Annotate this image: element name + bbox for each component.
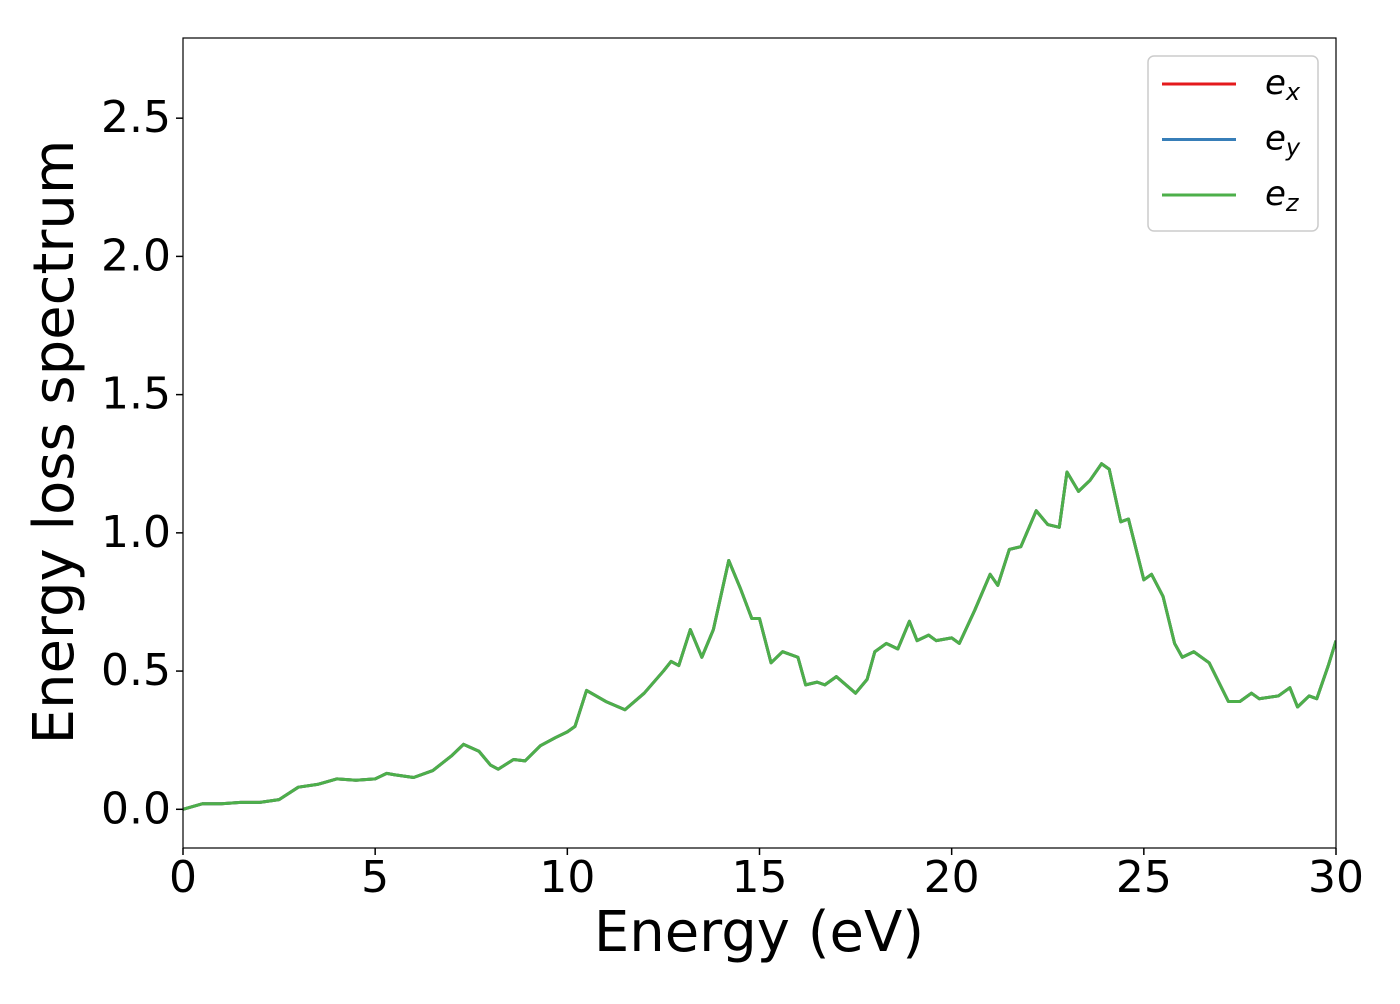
y-tick-label: 2.0	[101, 230, 171, 281]
y-tick-label: 1.5	[101, 369, 171, 420]
x-axis-label: Energy (eV)	[594, 900, 924, 965]
x-tick-label: 0	[169, 852, 197, 903]
series-line	[183, 462, 1336, 811]
legend-box	[1147, 55, 1319, 232]
y-axis-label: Energy loss spectrum	[22, 140, 87, 745]
x-tick-label: 10	[539, 852, 595, 903]
y-tick-label: 0.5	[101, 645, 171, 696]
legend-label: ey	[1265, 118, 1301, 162]
y-tick-label: 0.0	[101, 783, 171, 834]
x-tick-label: 20	[924, 852, 980, 903]
x-tick-label: 30	[1308, 852, 1364, 903]
y-tick-label: 2.5	[101, 92, 171, 143]
x-tick-label: 25	[1116, 852, 1172, 903]
legend-label: ex	[1265, 63, 1301, 107]
plot-frame	[182, 37, 1337, 849]
legend-label: ez	[1265, 174, 1300, 218]
x-tick-label: 5	[361, 852, 389, 903]
y-tick-label: 1.0	[101, 507, 171, 558]
x-tick-label: 15	[732, 852, 788, 903]
